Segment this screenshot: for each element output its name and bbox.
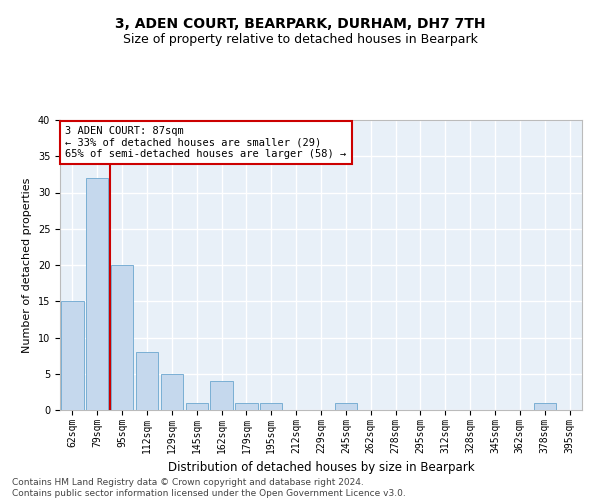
Bar: [86, 178, 109, 410]
Bar: [335, 403, 357, 410]
Bar: [161, 374, 183, 410]
Bar: [61, 301, 83, 410]
Text: 3 ADEN COURT: 87sqm
← 33% of detached houses are smaller (29)
65% of semi-detach: 3 ADEN COURT: 87sqm ← 33% of detached ho…: [65, 126, 346, 159]
X-axis label: Distribution of detached houses by size in Bearpark: Distribution of detached houses by size …: [167, 461, 475, 474]
Bar: [235, 403, 257, 410]
Text: Contains HM Land Registry data © Crown copyright and database right 2024.
Contai: Contains HM Land Registry data © Crown c…: [12, 478, 406, 498]
Bar: [185, 403, 208, 410]
Bar: [260, 403, 283, 410]
Text: Size of property relative to detached houses in Bearpark: Size of property relative to detached ho…: [122, 32, 478, 46]
Bar: [211, 381, 233, 410]
Y-axis label: Number of detached properties: Number of detached properties: [22, 178, 32, 352]
Bar: [136, 352, 158, 410]
Bar: [111, 265, 133, 410]
Bar: [533, 403, 556, 410]
Text: 3, ADEN COURT, BEARPARK, DURHAM, DH7 7TH: 3, ADEN COURT, BEARPARK, DURHAM, DH7 7TH: [115, 18, 485, 32]
